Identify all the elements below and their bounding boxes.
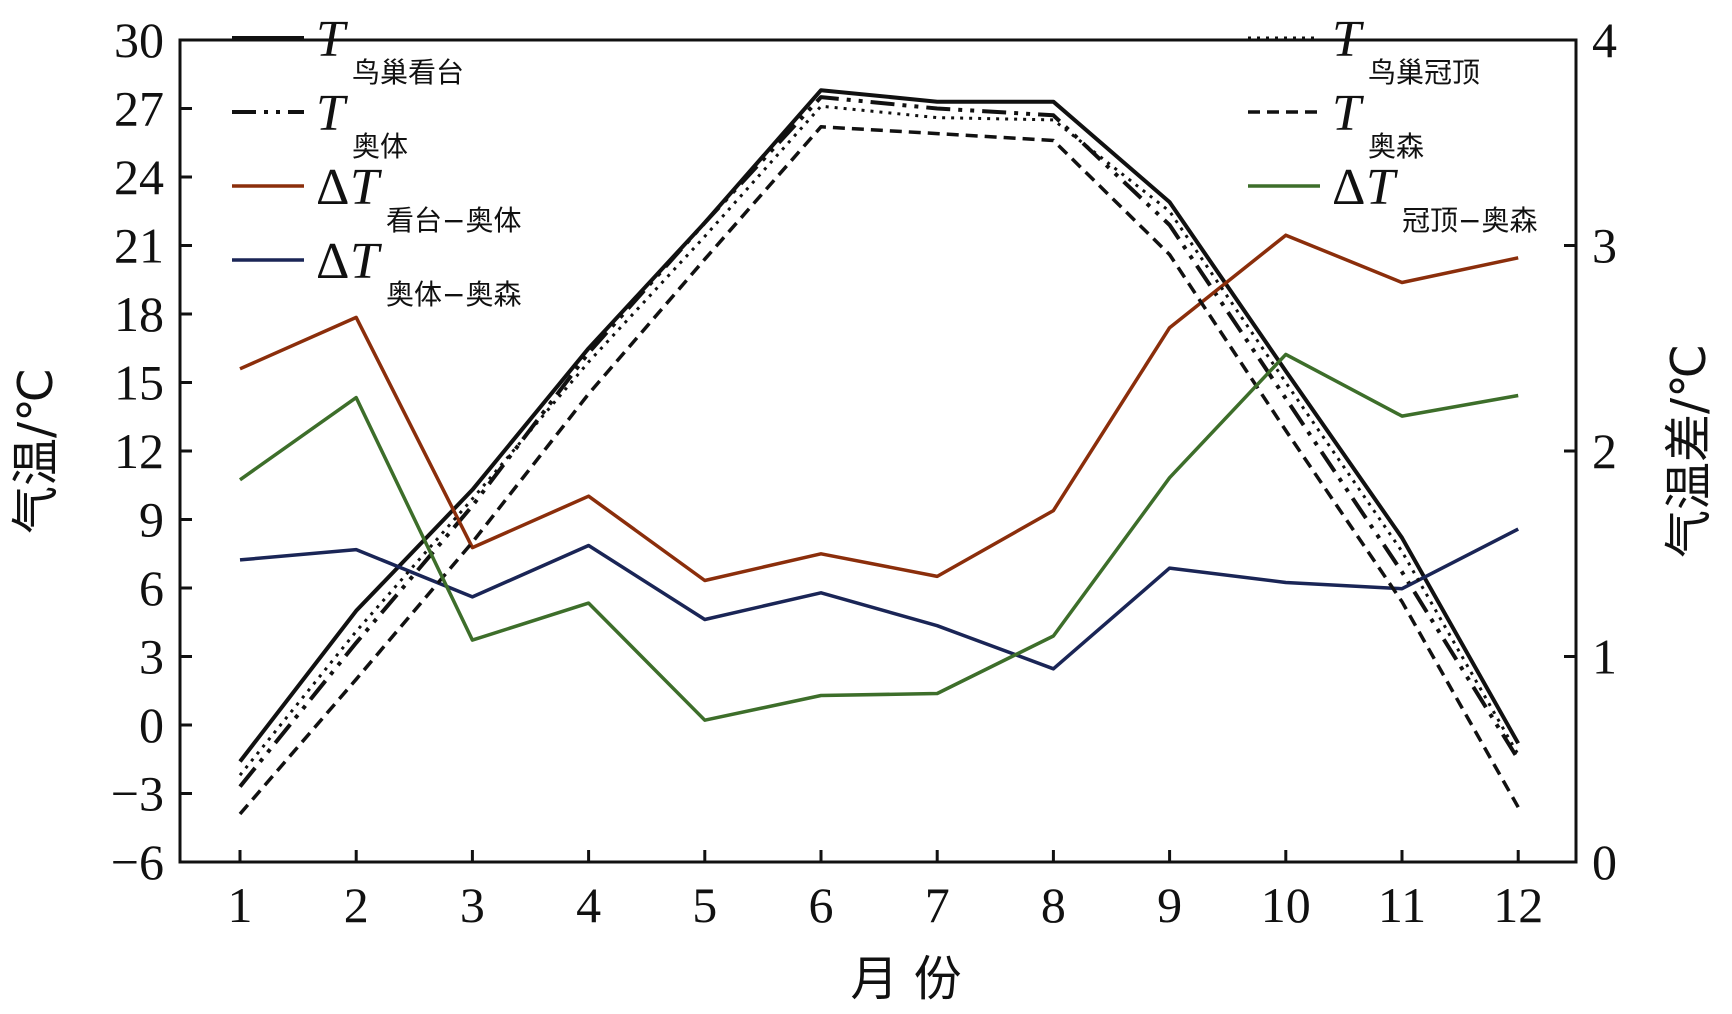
- x-tick-label: 5: [692, 877, 717, 933]
- legend-symbol: T: [1366, 159, 1398, 216]
- legend-symbol: T: [350, 233, 382, 290]
- legend-subscript: 看台−奥体: [386, 204, 521, 237]
- legend-subscript: 鸟巢冠顶: [1368, 56, 1480, 89]
- series-line-t_olympic_center: [238, 95, 1520, 788]
- series-line-dt_roof_forest: [238, 352, 1519, 722]
- series-line-dt_stand_center: [239, 233, 1519, 583]
- legend-symbol: T: [350, 159, 382, 216]
- right-tick-label: 2: [1592, 423, 1617, 479]
- x-tick-label: 11: [1378, 877, 1426, 933]
- x-tick-label: 1: [228, 877, 253, 933]
- left-tick-label: 0: [139, 697, 164, 753]
- y2-axis-title: 气温差/℃: [1661, 344, 1717, 558]
- legend-entry-dt_center_forest: Δ T奥体−奥森: [232, 233, 521, 311]
- bottom-axis-ticks: 1 2 3 4 5 6 7 8 9 10 11 12: [228, 850, 1543, 933]
- x-tick-label: 7: [925, 877, 950, 933]
- x-tick-label: 4: [576, 877, 601, 933]
- right-axis-ticks: 4 3 2 1 0: [1564, 12, 1617, 890]
- legend-subscript: 奥森: [1368, 130, 1424, 163]
- x-tick-label: 8: [1041, 877, 1066, 933]
- right-tick-label: 0: [1592, 834, 1617, 890]
- x-tick-label: 6: [809, 877, 834, 933]
- left-tick-label: 18: [114, 286, 164, 342]
- left-tick-label: −6: [111, 834, 164, 890]
- series-layer: [238, 88, 1520, 816]
- legend-symbol: T: [1332, 11, 1364, 68]
- legend-delta: Δ: [1332, 159, 1365, 216]
- x-tick-label: 2: [344, 877, 369, 933]
- left-tick-label: 3: [139, 629, 164, 685]
- left-tick-label: 15: [114, 355, 164, 411]
- left-tick-label: 12: [114, 423, 164, 479]
- legend-entry-t_olympic_center: T奥体: [232, 85, 408, 163]
- left-tick-label: 30: [114, 12, 164, 68]
- left-tick-label: 9: [139, 492, 164, 548]
- legend-subscript: 奥体−奥森: [386, 278, 521, 311]
- right-tick-label: 4: [1592, 12, 1617, 68]
- left-tick-label: 21: [114, 218, 164, 274]
- series-line-t_nest_stand: [238, 88, 1520, 763]
- legend-symbol: T: [316, 11, 348, 68]
- legend-entry-t_olympic_forest: T奥森: [1248, 85, 1424, 163]
- left-tick-label: −3: [111, 766, 164, 822]
- left-tick-label: 27: [114, 81, 164, 137]
- x-tick-label: 12: [1493, 877, 1543, 933]
- right-tick-label: 1: [1592, 629, 1617, 685]
- x-tick-label: 9: [1157, 877, 1182, 933]
- legend-entry-dt_roof_forest: Δ T冠顶−奥森: [1248, 159, 1537, 237]
- legend-subscript: 奥体: [352, 130, 408, 163]
- legend-delta: Δ: [316, 159, 349, 216]
- series-line-t_olympic_forest: [238, 125, 1520, 816]
- legend-delta: Δ: [316, 233, 349, 290]
- legend-symbol: T: [316, 85, 348, 142]
- legend-symbol: T: [1332, 85, 1364, 142]
- legend-entry-dt_stand_center: Δ T看台−奥体: [232, 159, 521, 237]
- right-tick-label: 3: [1592, 218, 1617, 274]
- x-tick-label: 10: [1261, 877, 1311, 933]
- series-line-dt_center_forest: [239, 527, 1519, 671]
- x-tick-label: 3: [460, 877, 485, 933]
- y-axis-title: 气温/℃: [8, 368, 64, 534]
- legend-subscript: 鸟巢看台: [352, 56, 464, 89]
- legend-subscript: 冠顶−奥森: [1402, 204, 1537, 237]
- left-tick-label: 24: [114, 149, 164, 205]
- x-axis-title: 月 份: [850, 951, 961, 1007]
- left-tick-label: 6: [139, 560, 164, 616]
